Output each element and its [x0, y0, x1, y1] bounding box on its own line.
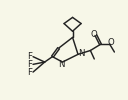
Text: F: F [27, 68, 33, 77]
Text: F: F [27, 52, 33, 61]
Text: O: O [108, 38, 115, 46]
Text: N: N [78, 49, 84, 58]
Text: N: N [58, 60, 65, 69]
Text: O: O [90, 30, 97, 39]
Text: F: F [27, 60, 33, 69]
